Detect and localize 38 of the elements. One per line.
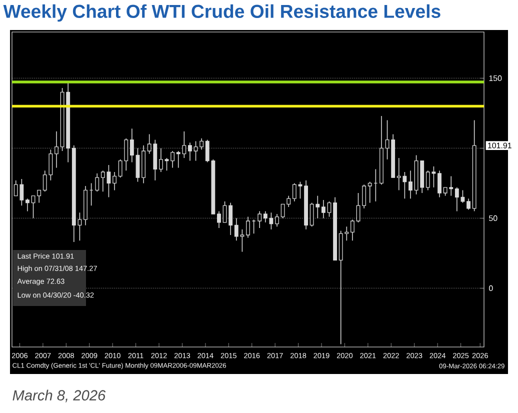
candlestick (130, 128, 134, 163)
candlestick (350, 219, 354, 241)
candlestick (321, 200, 326, 219)
candlestick (194, 140, 198, 162)
candlestick (95, 172, 100, 192)
candlestick (188, 142, 192, 162)
candlestick (246, 216, 250, 238)
candlestick (228, 202, 233, 236)
candlestick (158, 148, 163, 172)
candlestick (200, 138, 204, 150)
candlestick (26, 198, 30, 212)
candlestick (106, 164, 111, 198)
candlestick (327, 200, 332, 218)
candlestick (454, 186, 459, 212)
candlestick (136, 148, 140, 182)
candlestick (37, 190, 42, 204)
candlestick (170, 150, 175, 168)
text: March 8, 2026 (12, 390, 106, 402)
candlestick (263, 210, 268, 223)
candlestick (432, 166, 436, 188)
candlestick (292, 182, 296, 202)
candlestick (258, 210, 262, 228)
candlestick (385, 120, 390, 160)
candlestick (275, 214, 279, 227)
candlestick (164, 158, 169, 171)
candlestick (408, 170, 412, 199)
candlestick (438, 170, 442, 198)
candlestick (217, 210, 221, 228)
candlestick (298, 181, 302, 199)
chart-title: Weekly Chart Of WTI Crude Oil Resistance Levels (3, 4, 440, 22)
candlestick (112, 172, 116, 191)
candlestick (356, 192, 360, 223)
candlestick (100, 170, 105, 192)
candlestick (362, 184, 366, 209)
candlestick (54, 130, 58, 168)
candlestick (426, 170, 430, 191)
candlestick (368, 181, 372, 204)
candlestick (466, 198, 470, 210)
